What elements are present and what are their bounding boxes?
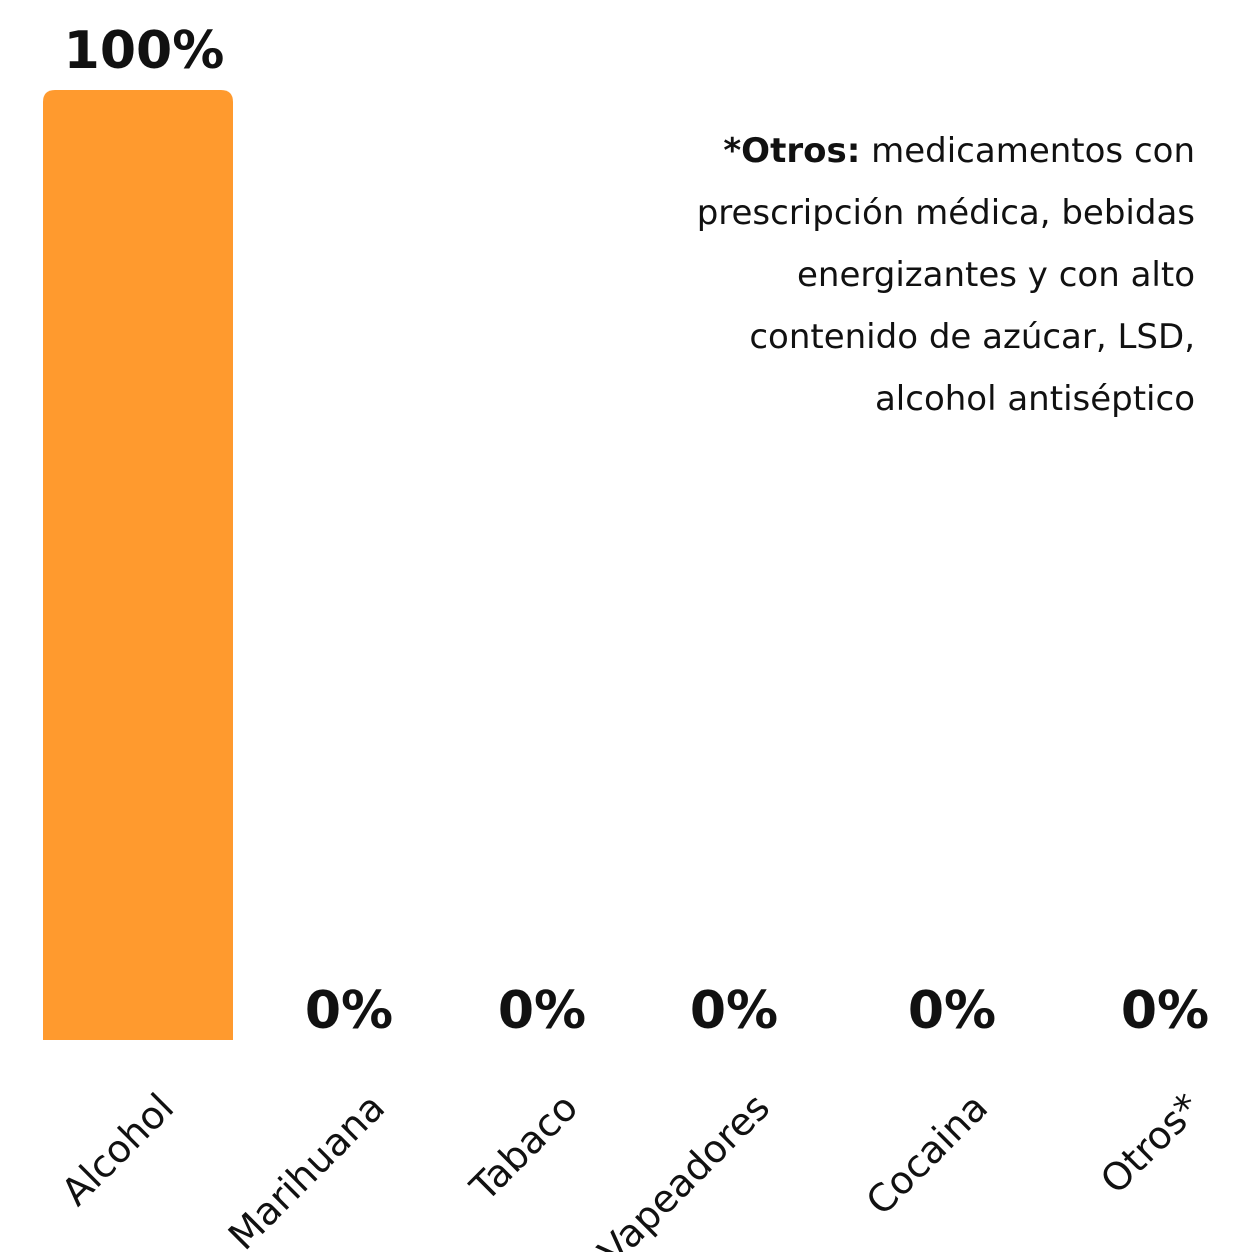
value-labels-group: 100% 0% 0% 0% 0% 0% bbox=[64, 21, 1209, 1041]
footnote: *Otros: medicamentos con prescripción mé… bbox=[635, 120, 1195, 430]
value-label: 100% bbox=[64, 21, 225, 81]
bars-group bbox=[43, 90, 233, 1040]
category-labels-group: Alcohol Marihuana Tabaco Vapeadores Cocaina O… bbox=[53, 1085, 1209, 1252]
category-label: Tabaco bbox=[461, 1085, 586, 1210]
category-label: Vapeadores bbox=[590, 1085, 778, 1252]
value-label: 0% bbox=[690, 981, 778, 1041]
category-label: Marihuana bbox=[220, 1085, 393, 1252]
category-label: Cocaina bbox=[858, 1085, 997, 1224]
category-label: Otros* bbox=[1092, 1085, 1209, 1202]
footnote-text: medicamentos con prescripción médica, be… bbox=[696, 131, 1195, 419]
category-label: Alcohol bbox=[53, 1085, 182, 1214]
value-label: 0% bbox=[1121, 981, 1209, 1041]
value-label: 0% bbox=[498, 981, 586, 1041]
footnote-term: *Otros: bbox=[723, 131, 861, 171]
bar-alcohol bbox=[43, 90, 233, 1040]
value-label: 0% bbox=[305, 981, 393, 1041]
value-label: 0% bbox=[908, 981, 996, 1041]
